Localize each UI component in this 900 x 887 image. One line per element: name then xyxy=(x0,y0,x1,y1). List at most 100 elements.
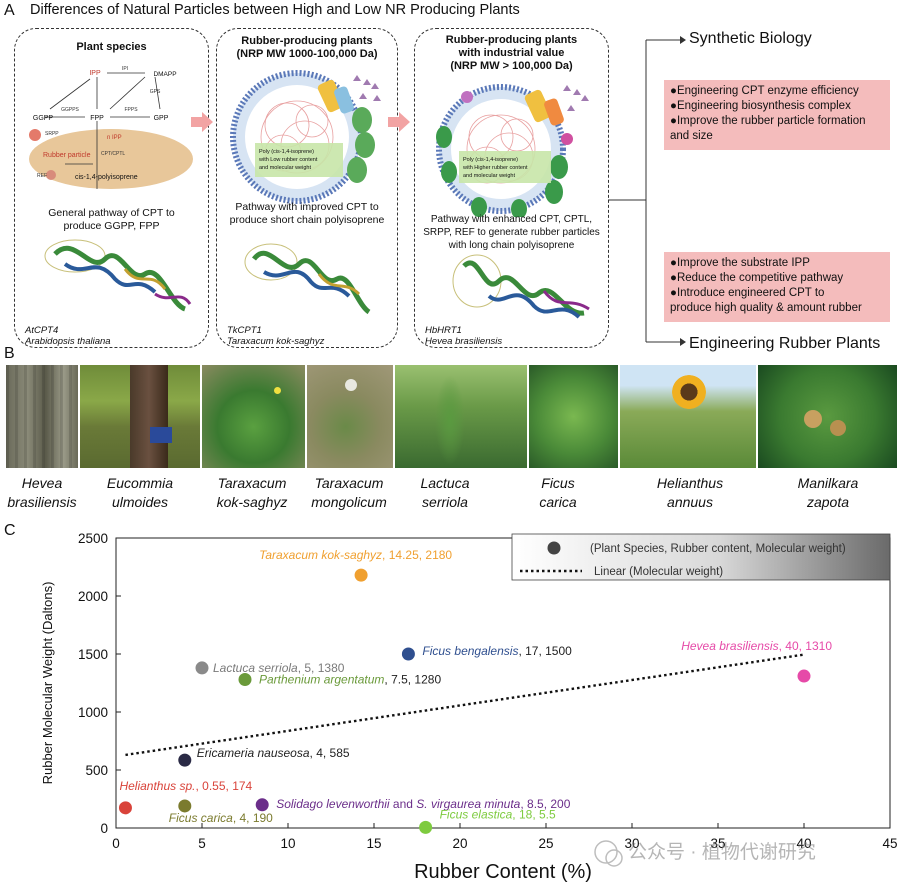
engineering-bullet-2: ●Reduce the competitive pathway xyxy=(670,272,844,284)
point-values: , 7.5, 1280 xyxy=(384,673,441,687)
box2-heading-line-2: (NRP MW 1000-100,000 Da) xyxy=(236,48,378,60)
species-genus: Eucommia xyxy=(106,475,174,491)
species-genus: Ficus xyxy=(541,475,575,491)
data-point-labels: Taraxacum kok-saghyz, 14.25, 2180 Ficus b… xyxy=(119,548,832,825)
rubber-particle-ellipse xyxy=(29,129,193,189)
point-values: , 8.5, 200 xyxy=(520,797,570,811)
data-points xyxy=(118,568,811,834)
box3-label: HbHRT1 Hevea brasiliensis xyxy=(425,325,502,347)
cpt-pathway-diagram: IPP IPI DMAPP GGPPS FPPS GPS GGPP FPP GP… xyxy=(29,66,193,189)
point-values: , 18, 5.5 xyxy=(512,807,556,821)
y-tick-label: 2000 xyxy=(78,589,108,604)
watermark: 公众号 · 植物代谢研究 xyxy=(594,840,816,867)
synthetic-biology-bullets: ●Engineering CPT enzyme efficiency ●Engi… xyxy=(664,80,890,150)
point-values: , 4, 585 xyxy=(310,746,350,760)
atcpt4-label: AtCPT4 xyxy=(25,325,59,336)
ref-protein xyxy=(355,132,375,158)
synthetic-bullet-4: and size xyxy=(670,130,713,142)
engineering-plants-bullets: ●Improve the substrate IPP ●Reduce the c… xyxy=(664,252,890,322)
photo-taraxacum-mongolicum xyxy=(307,365,393,468)
data-point xyxy=(178,799,192,813)
ref-label: REF xyxy=(37,173,47,179)
species-label-helianthus: Helianthus annuus xyxy=(640,474,740,512)
species-genus: Hevea xyxy=(21,475,63,491)
box2-label: TkCPT1 Taraxacum kok-saghyz xyxy=(227,325,324,347)
point-values: , 0.55, 174 xyxy=(196,779,253,793)
photo-helianthus-annuus xyxy=(620,365,756,468)
legend-marker xyxy=(547,541,561,555)
box2-description-line-2: produce short chain polyisoprene xyxy=(229,214,385,226)
species-label-eucommia: Eucommia ulmoides xyxy=(90,474,190,512)
panel-c-letter: C xyxy=(4,522,16,539)
species-genus: Lactuca xyxy=(420,475,470,491)
species-epithet: annuus xyxy=(667,494,713,510)
point-connector: and xyxy=(390,797,417,811)
data-point-label: Parthenium argentatum, 7.5, 1280 xyxy=(259,673,441,687)
species-genus: Taraxacum xyxy=(217,475,287,491)
data-point xyxy=(255,798,269,812)
data-point xyxy=(401,647,415,661)
data-point-label: Ficus elastica, 18, 5.5 xyxy=(440,807,556,821)
srpp-label: SRPP xyxy=(45,131,59,137)
photo-ficus-carica xyxy=(529,365,618,468)
synthetic-bullet-3: ●Improve the rubber particle formation xyxy=(670,115,866,127)
arrow-icon xyxy=(680,338,686,346)
y-tick-label: 0 xyxy=(100,821,108,836)
polyisoprene-label: cis-1,4-polyisoprene xyxy=(75,174,138,181)
point-name: Hevea brasiliensis xyxy=(681,639,778,653)
y-tick-label: 1500 xyxy=(78,647,108,662)
point-name: Lactuca serriola xyxy=(213,661,298,675)
point-values: , 5, 1380 xyxy=(298,661,345,675)
chart-legend: (Plant Species, Rubber content, Molecula… xyxy=(511,533,891,581)
data-point xyxy=(195,661,209,675)
point-name: Ericameria nauseosa xyxy=(197,746,310,760)
arrow-icon xyxy=(680,36,686,44)
taraxacum-label: Taraxacum kok-saghyz xyxy=(227,336,325,347)
wechat-icon xyxy=(594,840,618,864)
species-label-ficus-carica: Ficus carica xyxy=(508,474,608,512)
point-name: Helianthus sp. xyxy=(119,779,195,793)
legend-box xyxy=(511,533,891,581)
data-point-label: Ficus carica, 4, 190 xyxy=(169,811,273,825)
x-tick-label: 40 xyxy=(796,836,811,851)
box1-description-line-1: General pathway of CPT to xyxy=(48,207,175,219)
point-name: Parthenium argentatum xyxy=(259,673,384,687)
box3-heading-line-2: with industrial value xyxy=(458,47,565,59)
box3-description-line-3: with long chain polyisoprene xyxy=(448,240,575,251)
synthetic-bullet-1: ●Engineering CPT enzyme efficiency xyxy=(670,85,859,97)
atcpt4-protein-structure xyxy=(44,239,192,312)
y-tick-label: 2500 xyxy=(78,531,108,546)
point-name: Ficus bengalensis xyxy=(422,644,518,658)
plant-species-box: Plant species IPP IPI DMAPP GGPPS FPPS G… xyxy=(14,28,209,348)
tkcpt1-label: TkCPT1 xyxy=(227,325,262,336)
species-genus: Manilkara xyxy=(797,475,859,491)
box2-heading: Rubber-producing plants (NRP MW 1000-100… xyxy=(217,35,397,61)
species-epithet: carica xyxy=(539,494,577,510)
industrial-rubber-plants-box: Rubber-producing plants with industrial … xyxy=(414,28,609,348)
box3-heading-line-1: Rubber-producing plants xyxy=(445,34,578,46)
ref-marker xyxy=(46,170,56,180)
arrow-right-icon xyxy=(388,112,410,132)
ipp-label: IPP xyxy=(89,70,101,77)
hbhrt1-label: HbHRT1 xyxy=(425,325,462,336)
point-values: , 40, 1310 xyxy=(779,639,833,653)
synthetic-biology-title: Synthetic Biology xyxy=(689,30,812,47)
rubber-plants-box: Rubber-producing plants (NRP MW 1000-100… xyxy=(216,28,398,348)
box1-label: AtCPT4 Arabidopsis thaliana xyxy=(25,325,111,347)
engineering-bullet-1: ●Improve the substrate IPP xyxy=(670,257,810,269)
engineering-bullet-4: produce high quality & amount rubber xyxy=(670,302,862,314)
legend-marker-label: (Plant Species, Rubber content, Molecula… xyxy=(590,543,846,555)
data-point-label: Hevea brasiliensis, 40, 1310 xyxy=(681,639,832,653)
point-name: Taraxacum kok-saghyz xyxy=(259,548,382,562)
point-values: , 17, 1500 xyxy=(518,644,572,658)
panel-a-letter: A xyxy=(4,2,15,19)
fpps-label: FPPS xyxy=(124,107,138,113)
photo-manilkara-zapota xyxy=(758,365,897,468)
species-epithet: brasiliensis xyxy=(7,494,77,510)
x-tick-label: 0 xyxy=(112,836,120,851)
rubber-particle-label: Rubber particle xyxy=(43,152,91,159)
photo-taraxacum-kok-saghyz xyxy=(202,365,305,468)
photo-hevea-brasiliensis xyxy=(6,365,78,468)
x-axis-label: Rubber Content (%) xyxy=(414,861,592,883)
figure-title: Differences of Natural Particles between… xyxy=(30,2,520,18)
